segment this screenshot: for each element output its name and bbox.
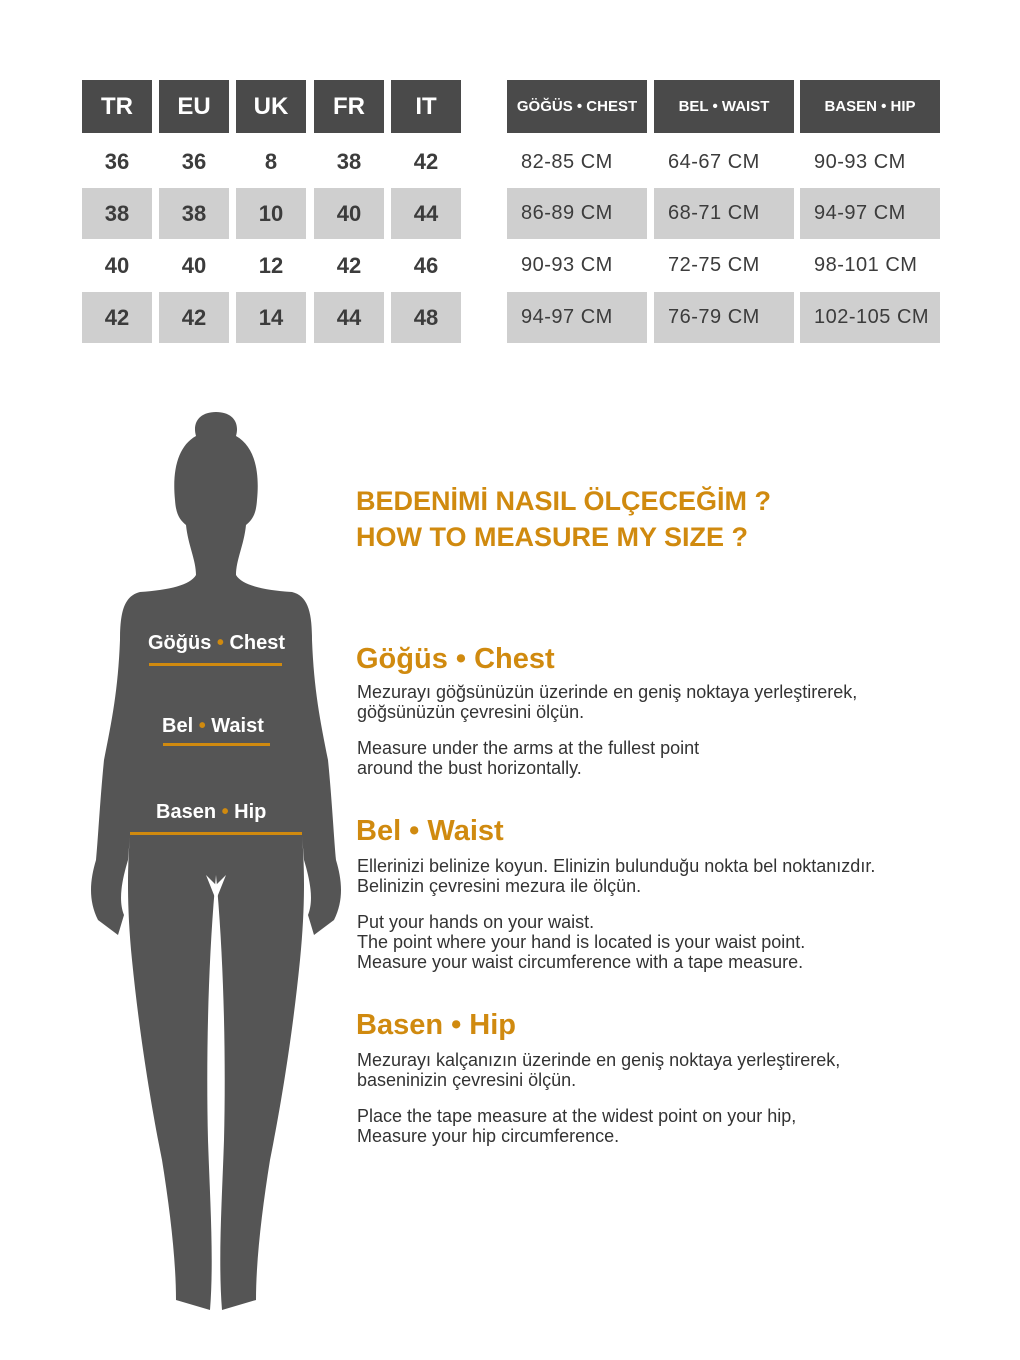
measure-cell: 82-85 CM [521,150,613,173]
measure-cell: 90-93 CM [521,254,613,276]
hip-label-en: Hip [234,801,267,823]
size-cell: 42 [159,292,229,343]
size-cell: 38 [336,149,362,174]
title-en: HOW TO MEASURE MY SIZE ? [356,522,749,552]
waist-line [163,743,270,746]
size-cell: 14 [236,292,306,343]
chest-heading: Göğüs • Chest [356,643,555,675]
measure-cell: 102-105 CM [800,292,940,343]
figure-waist-label: Bel • Waist [162,715,264,738]
size-cell: 42 [413,149,439,174]
title-tr: BEDENİMİ NASIL ÖLÇECEĞİM ? [356,486,772,516]
chest-label-tr: Göğüs [148,632,212,654]
size-cell: 44 [391,188,461,239]
size-cell: 48 [391,292,461,343]
dot: • [216,632,224,654]
measure-cell: 76-79 CM [654,292,794,343]
size-cell: 40 [314,188,384,239]
waist-text-en: Put your hands on your waist. The point … [357,912,806,972]
size-header-it: IT [391,80,461,133]
measure-header: BASEN • HIP [800,80,940,133]
waist-heading: Bel • Waist [356,815,504,847]
size-header-fr: FR [314,80,384,133]
measure-header: BEL • WAIST [654,80,794,133]
waist-text-tr: Ellerinizi belinize koyun. Elinizin bulu… [357,856,876,896]
chest-text-tr: Mezurayı göğsünüzün üzerinde en geniş no… [357,682,858,722]
size-header-uk: UK [236,80,306,133]
measure-header: GÖĞÜS • CHEST [507,80,647,133]
hip-label-tr: Basen [156,801,217,823]
waist-label-en: Waist [211,715,264,737]
size-cell: 12 [258,252,284,278]
hip-heading: Basen • Hip [356,1009,517,1041]
size-cell: 44 [314,292,384,343]
measure-cell: 64-67 CM [668,150,760,173]
measure-cell: 90-93 CM [814,150,906,173]
measure-cell: 94-97 CM [507,292,647,343]
size-cell: 36 [181,149,207,174]
dot: • [198,715,206,737]
size-cell: 36 [104,149,130,174]
measure-cell: 98-101 CM [814,254,918,276]
measure-cell: 86-89 CM [507,188,647,239]
size-cell: 40 [181,252,207,278]
dot: • [221,801,229,823]
size-cell: 46 [413,252,439,278]
chest-line [149,663,282,666]
waist-label-tr: Bel [162,715,194,737]
measure-cell: 94-97 CM [800,188,940,239]
size-cell: 42 [336,252,362,278]
measure-cell: 72-75 CM [668,254,760,276]
hip-line [130,832,302,835]
hip-text-tr: Mezurayı kalçanızın üzerinde en geniş no… [357,1050,841,1090]
size-header-tr: TR [82,80,152,133]
hip-text-en: Place the tape measure at the widest poi… [357,1106,797,1146]
measure-cell: 68-71 CM [654,188,794,239]
size-cell: 8 [264,149,278,174]
size-cell: 10 [236,188,306,239]
figure-chest-label: Göğüs • Chest [148,632,285,655]
size-cell: 42 [82,292,152,343]
figure-hip-label: Basen • Hip [156,801,266,824]
chest-text-en: Measure under the arms at the fullest po… [357,738,700,778]
size-cell: 38 [159,188,229,239]
size-cell: 38 [82,188,152,239]
size-header-eu: EU [159,80,229,133]
size-cell: 40 [104,252,130,278]
chest-label-en: Chest [229,632,286,654]
